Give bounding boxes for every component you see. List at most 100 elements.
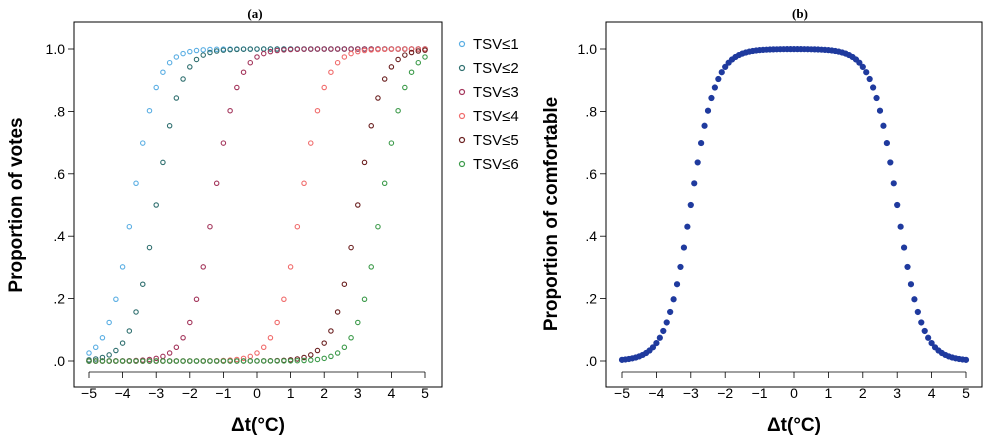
data-point [281, 47, 287, 53]
data-point [395, 107, 401, 114]
data-point [687, 201, 694, 209]
data-point [193, 47, 200, 54]
data-point [220, 140, 227, 146]
data-point [119, 358, 126, 364]
data-point [227, 46, 233, 53]
data-point [160, 159, 166, 166]
x-tick-label: −2 [182, 385, 198, 401]
x-tick-label: 1 [825, 385, 833, 401]
data-point [287, 264, 294, 270]
data-point [660, 327, 667, 335]
legend-marker [458, 40, 466, 48]
data-point [133, 309, 139, 315]
data-point [395, 46, 401, 52]
data-point [187, 358, 193, 364]
legend-label: TSV≤2 [473, 60, 519, 77]
data-point [715, 75, 722, 83]
data-point [287, 358, 294, 364]
data-point [321, 46, 327, 52]
data-point [328, 46, 334, 52]
data-point [670, 296, 677, 303]
data-point [388, 46, 395, 52]
x-tick-label: 2 [859, 385, 867, 401]
data-point [308, 140, 314, 146]
data-point [415, 59, 422, 66]
x-tick-label: −1 [215, 385, 231, 401]
data-point [388, 64, 395, 70]
data-point [166, 350, 173, 356]
data-point [667, 308, 674, 316]
data-point [160, 358, 166, 364]
data-point [866, 75, 873, 83]
data-point [348, 46, 354, 52]
data-point [153, 84, 159, 91]
panel-b-x-ticks: −5 −4 −3 −2 −1 0 1 2 3 4 5 [614, 372, 970, 401]
data-point [234, 46, 240, 53]
data-point [173, 344, 180, 351]
data-point [361, 296, 368, 303]
data-point [925, 334, 932, 341]
data-point [86, 350, 92, 356]
data-point [348, 244, 354, 251]
data-point [153, 202, 159, 208]
data-point [918, 319, 925, 326]
panel-a-points [86, 46, 428, 364]
panel-b-x-axis-title: Δt(°C) [767, 415, 821, 436]
data-point [113, 347, 119, 354]
data-point [287, 46, 294, 53]
legend-marker [458, 88, 466, 96]
data-point [341, 344, 348, 351]
x-tick-label: 3 [354, 385, 362, 401]
data-point [308, 352, 314, 358]
data-point [247, 358, 254, 364]
data-point [146, 358, 153, 364]
data-point [227, 358, 233, 364]
panel-a-frame [73, 21, 443, 388]
data-point [402, 84, 408, 91]
data-point [126, 328, 133, 334]
data-point [381, 180, 388, 187]
data-point [200, 264, 206, 270]
data-point [321, 340, 327, 346]
data-point [173, 358, 180, 364]
data-point [260, 344, 267, 351]
data-point [422, 47, 428, 53]
data-point [160, 69, 166, 75]
data-point [656, 334, 663, 341]
data-point [240, 358, 247, 364]
data-point [213, 48, 220, 54]
data-point [328, 69, 334, 75]
data-point [207, 358, 213, 364]
data-point [334, 350, 341, 356]
data-point [106, 319, 112, 326]
data-point [180, 358, 186, 364]
data-point [254, 358, 260, 364]
data-point [375, 95, 381, 101]
legend-marker [458, 64, 466, 72]
data-point [402, 52, 408, 58]
data-point [166, 358, 173, 364]
data-point [140, 281, 146, 287]
x-tick-label: 5 [962, 385, 970, 401]
data-point [281, 358, 287, 364]
data-point [314, 46, 321, 52]
y-tick-label: .8 [53, 103, 65, 119]
data-point [213, 358, 220, 364]
data-point [92, 344, 99, 351]
data-point [213, 180, 220, 187]
data-point [166, 59, 173, 66]
x-tick-label: 5 [421, 385, 429, 401]
data-point [213, 46, 220, 53]
data-point [301, 46, 307, 52]
data-point [187, 48, 193, 55]
data-point [153, 355, 159, 362]
data-point [355, 202, 361, 208]
y-tick-label: 1.0 [578, 41, 598, 57]
legend-marker [458, 160, 466, 168]
data-point [281, 296, 287, 303]
data-point [99, 354, 106, 361]
data-point [859, 63, 866, 70]
data-point [408, 49, 415, 56]
legend-label: TSV≤6 [473, 156, 519, 173]
